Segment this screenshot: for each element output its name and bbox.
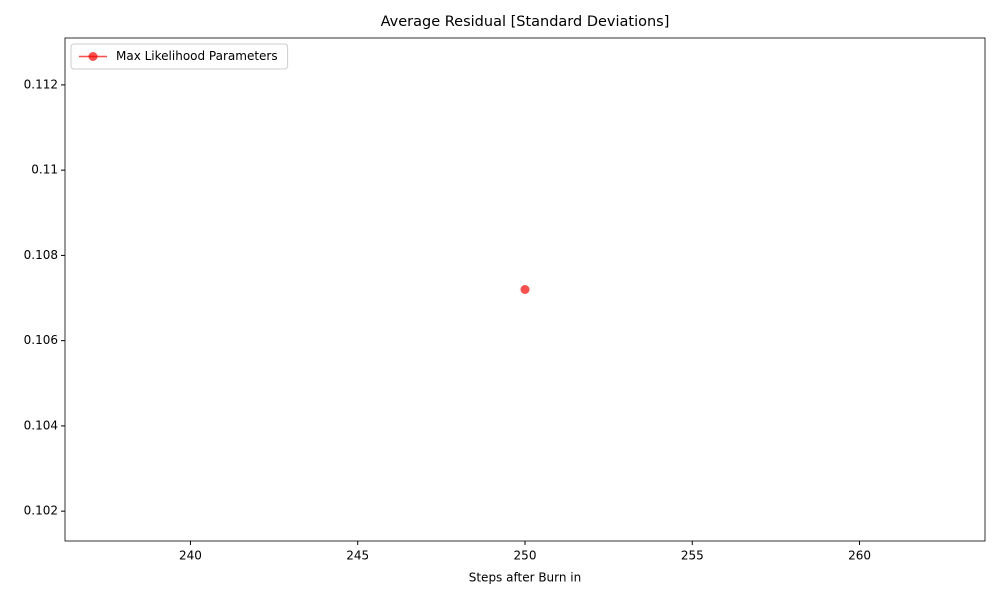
x-tick-label: 260: [848, 549, 871, 563]
chart-title: Average Residual [Standard Deviations]: [381, 14, 670, 30]
marker: [520, 285, 530, 294]
x-tick-label: 250: [514, 549, 537, 563]
x-tick-label: 240: [179, 549, 202, 563]
y-tick-label: 0.104: [24, 418, 58, 432]
plot-frame: [64, 37, 986, 542]
y-tick-label: 0.102: [24, 504, 58, 518]
x-tick-label: 245: [346, 549, 369, 563]
y-tick-label: 0.106: [24, 333, 58, 347]
legend: Max Likelihood Parameters: [70, 43, 289, 70]
legend-box: [70, 43, 289, 70]
x-axis-label: Steps after Burn in: [469, 571, 582, 585]
y-tick-label: 0.112: [24, 77, 58, 91]
y-tick-label: 0.11: [31, 163, 58, 177]
y-tick-label: 0.108: [24, 248, 58, 262]
legend-label: Max Likelihood Parameters: [116, 49, 278, 63]
legend-marker: [88, 52, 98, 61]
x-tick-label: 255: [681, 549, 704, 563]
